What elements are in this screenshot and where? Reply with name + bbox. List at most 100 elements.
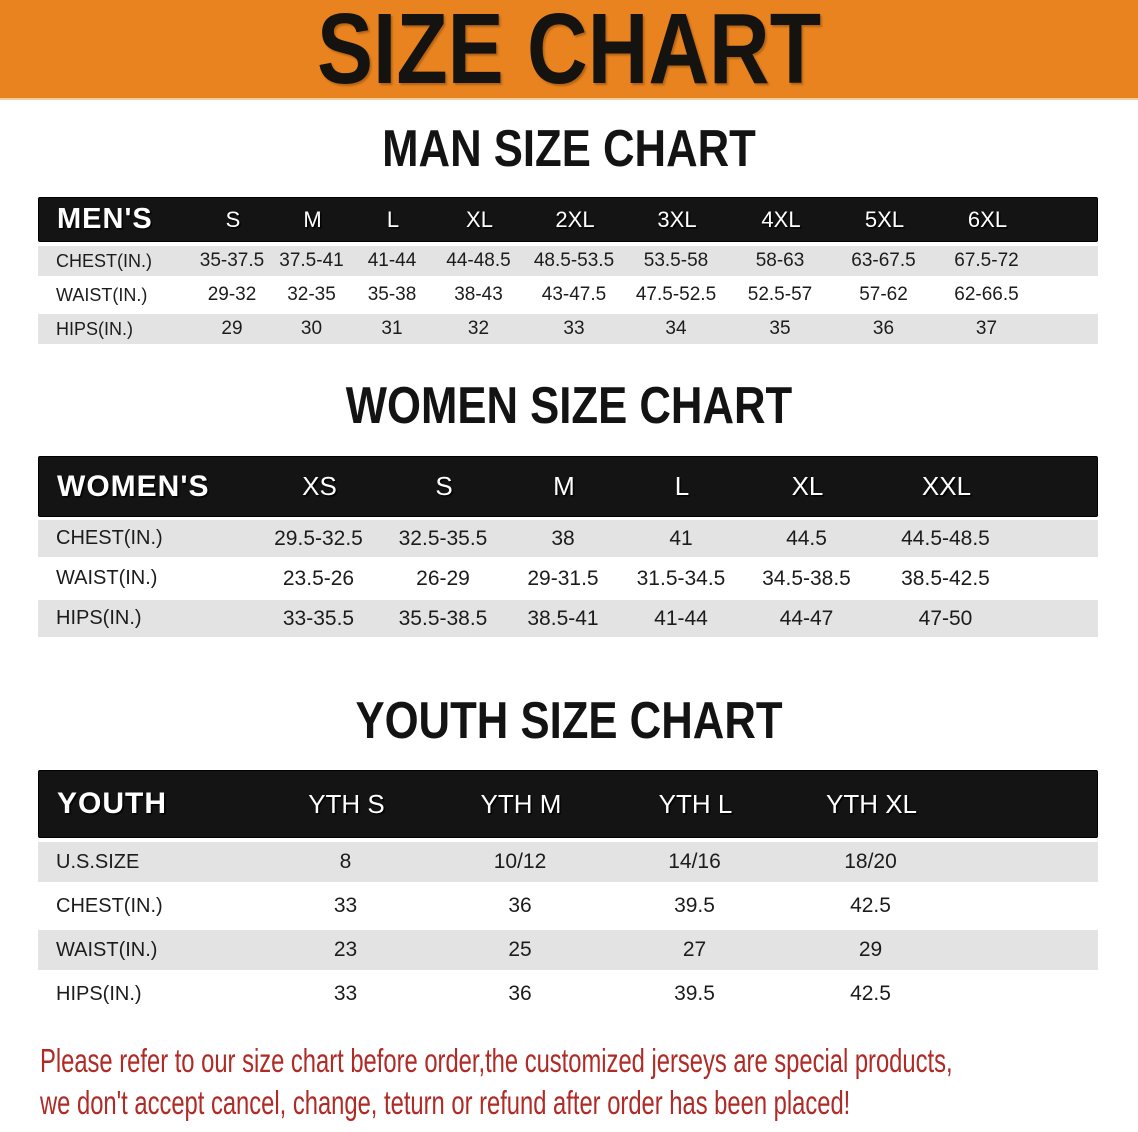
measurement-value: 43-47.5 xyxy=(541,284,607,305)
table-row: HIPS(IN.) 29 30 31 32 33 34 35 36 37 xyxy=(38,314,1098,344)
measurement-value: 18/20 xyxy=(844,850,897,873)
measurement-value: 39.5 xyxy=(674,894,715,917)
measurement-value: 48.5-53.5 xyxy=(533,250,615,271)
measurement-value: 29 xyxy=(858,938,883,961)
measurement-value: 42.5 xyxy=(850,894,891,917)
table-title-cell: WOMEN'S xyxy=(57,469,210,503)
size-column-header: YTH XL xyxy=(825,788,918,819)
measurement-value: 29-32 xyxy=(207,284,257,305)
size-column-header: XS xyxy=(302,471,337,501)
measurement-value: 14/16 xyxy=(668,850,721,873)
table-header-row: WOMEN'S XS S M L XL XXL xyxy=(38,456,1098,517)
measurement-value: 31 xyxy=(381,318,403,339)
table-header-row: MEN'S S M L XL 2XL 3XL 4XL 5XL 6XL xyxy=(38,197,1098,242)
size-column-header: 6XL xyxy=(967,206,1008,232)
size-chart-banner: SIZE CHART xyxy=(0,0,1138,100)
measurement-value: 57-62 xyxy=(859,284,908,305)
measurement-value: 25 xyxy=(508,938,532,961)
table-row: U.S.SIZE 8 10/12 14/16 18/20 xyxy=(38,842,1098,882)
measurement-value: 10/12 xyxy=(493,850,547,873)
measurement-label: CHEST(IN.) xyxy=(56,894,163,917)
measurement-value: 62-66.5 xyxy=(954,284,1019,305)
measurement-value: 35 xyxy=(769,318,791,339)
size-column-header: YTH S xyxy=(308,788,385,819)
measurement-value: 53.5-58 xyxy=(643,250,709,271)
table-row: CHEST(IN.) 29.5-32.5 32.5-35.5 38 41 44.5 44.5… xyxy=(38,520,1098,557)
measurement-value: 39.5 xyxy=(674,982,715,1005)
measurement-value: 8 xyxy=(339,850,352,873)
size-column-header: YTH M xyxy=(480,788,562,819)
table-row: WAIST(IN.) 23 25 27 29 xyxy=(38,930,1098,970)
measurement-label: WAIST(IN.) xyxy=(56,284,148,305)
measurement-value: 33 xyxy=(563,318,585,339)
table-title-cell: MEN'S xyxy=(57,203,153,235)
measurement-value: 23.5-26 xyxy=(282,566,355,590)
table-row: HIPS(IN.) 33-35.5 35.5-38.5 38.5-41 41-44 44-… xyxy=(38,600,1098,637)
measurement-value: 38.5-42.5 xyxy=(901,566,990,590)
women-size-table: WOMEN'S XS S M L XL XXL CHEST(IN.) 29.5-32.5 32.5… xyxy=(38,456,1098,637)
measurement-label: WAIST(IN.) xyxy=(56,567,158,589)
measurement-label: HIPS(IN.) xyxy=(56,607,142,629)
measurement-value: 31.5-34.5 xyxy=(636,566,726,590)
measurement-value: 35.5-38.5 xyxy=(398,606,488,630)
size-column-header: XL xyxy=(791,471,824,501)
size-column-header: 2XL xyxy=(555,206,595,232)
measurement-value: 34.5-38.5 xyxy=(762,566,851,590)
measurement-value: 42.5 xyxy=(850,982,891,1005)
size-column-header: M xyxy=(553,471,575,501)
measurement-value: 44.5 xyxy=(786,526,827,550)
measurement-value: 58-63 xyxy=(755,250,805,271)
size-column-header: 3XL xyxy=(657,206,697,232)
size-column-header: XL xyxy=(466,206,493,232)
note-line-2: we don't accept cancel, change, teturn o… xyxy=(40,1084,851,1121)
measurement-value: 38 xyxy=(551,526,575,550)
size-column-header: S xyxy=(435,471,453,501)
size-column-header: XXL xyxy=(921,471,972,501)
measurement-value: 67.5-72 xyxy=(954,250,1019,271)
measurement-value: 36 xyxy=(872,318,895,339)
measurement-label: HIPS(IN.) xyxy=(56,982,142,1005)
measurement-value: 26-29 xyxy=(416,566,470,590)
measurement-label: WAIST(IN.) xyxy=(56,938,158,961)
table-row: WAIST(IN.) 29-32 32-35 35-38 38-43 43-47.5 47.… xyxy=(38,280,1098,310)
size-column-header: 4XL xyxy=(761,206,801,232)
size-column-header: YTH L xyxy=(658,788,733,819)
measurement-value: 36 xyxy=(508,982,532,1005)
measurement-value: 29 xyxy=(221,318,243,339)
measurement-value: 32-35 xyxy=(287,284,336,305)
size-column-header: 5XL xyxy=(864,206,905,232)
measurement-value: 23 xyxy=(333,938,358,961)
measurement-value: 33 xyxy=(333,894,358,917)
measurement-value: 37.5-41 xyxy=(279,250,344,271)
table-row: WAIST(IN.) 23.5-26 26-29 29-31.5 31.5-34.5 34… xyxy=(38,560,1098,597)
measurement-value: 44.5-48.5 xyxy=(901,526,990,550)
size-column-header: L xyxy=(386,206,400,232)
table-row: HIPS(IN.) 33 36 39.5 42.5 xyxy=(38,974,1098,1014)
measurement-value: 35-37.5 xyxy=(199,250,265,271)
measurement-value: 36 xyxy=(508,894,532,917)
measurement-value: 52.5-57 xyxy=(747,284,813,305)
table-row: CHEST(IN.) 35-37.5 37.5-41 41-44 44-48.5 48.5… xyxy=(38,246,1098,276)
table-title-cell: YOUTH xyxy=(57,787,167,820)
measurement-value: 38.5-41 xyxy=(527,606,599,630)
measurement-value: 41-44 xyxy=(654,606,708,630)
measurement-value: 27 xyxy=(682,938,707,961)
measurement-value: 47.5-52.5 xyxy=(635,284,717,305)
measurement-value: 44-47 xyxy=(779,606,834,630)
men-size-table: MEN'S S M L XL 2XL 3XL 4XL 5XL 6XL CHEST(IN.) 35-37… xyxy=(38,197,1098,344)
measurement-value: 33-35.5 xyxy=(282,606,355,630)
size-column-header: M xyxy=(303,206,322,232)
measurement-value: 47-50 xyxy=(918,606,973,630)
measurement-value: 38-43 xyxy=(454,284,503,305)
measurement-value: 35-38 xyxy=(367,284,417,305)
measurement-label: U.S.SIZE xyxy=(56,850,140,873)
measurement-label: CHEST(IN.) xyxy=(56,527,163,549)
women-section-heading: WOMEN SIZE CHART xyxy=(345,377,793,435)
measurement-value: 41-44 xyxy=(367,250,417,271)
measurement-label: HIPS(IN.) xyxy=(56,318,134,339)
measurement-value: 32 xyxy=(467,318,490,339)
size-column-header: S xyxy=(225,206,241,232)
measurement-label: CHEST(IN.) xyxy=(56,250,152,271)
size-column-header: L xyxy=(674,471,690,501)
measurement-value: 29-31.5 xyxy=(527,566,599,590)
